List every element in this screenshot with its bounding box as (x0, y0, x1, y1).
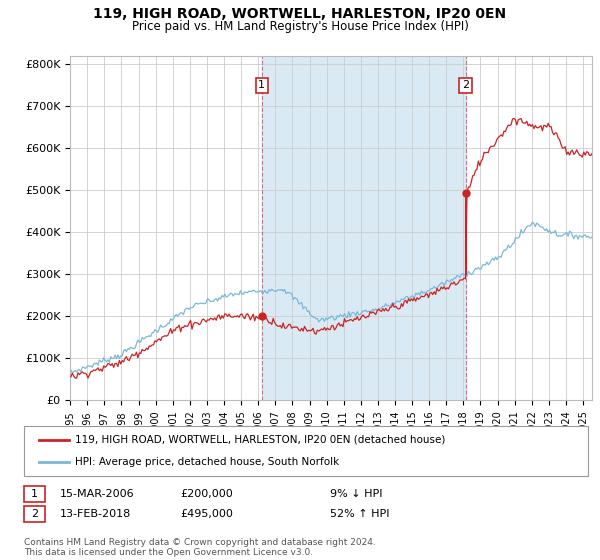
Text: HPI: Average price, detached house, South Norfolk: HPI: Average price, detached house, Sout… (75, 457, 339, 467)
Bar (262, 56, 466, 400)
Text: Price paid vs. HM Land Registry's House Price Index (HPI): Price paid vs. HM Land Registry's House … (131, 20, 469, 32)
Text: 119, HIGH ROAD, WORTWELL, HARLESTON, IP20 0EN: 119, HIGH ROAD, WORTWELL, HARLESTON, IP2… (94, 7, 506, 21)
Text: 52% ↑ HPI: 52% ↑ HPI (330, 509, 389, 519)
Text: £495,000: £495,000 (180, 509, 233, 519)
Text: 15-MAR-2006: 15-MAR-2006 (60, 489, 134, 499)
Text: 2: 2 (462, 81, 469, 90)
Text: 13-FEB-2018: 13-FEB-2018 (60, 509, 131, 519)
Text: £200,000: £200,000 (180, 489, 233, 499)
Text: 1: 1 (259, 81, 265, 90)
Text: Contains HM Land Registry data © Crown copyright and database right 2024.
This d: Contains HM Land Registry data © Crown c… (24, 538, 376, 557)
Text: 9% ↓ HPI: 9% ↓ HPI (330, 489, 383, 499)
Text: 119, HIGH ROAD, WORTWELL, HARLESTON, IP20 0EN (detached house): 119, HIGH ROAD, WORTWELL, HARLESTON, IP2… (75, 435, 445, 445)
Text: 2: 2 (31, 509, 38, 519)
Text: 1: 1 (31, 489, 38, 499)
